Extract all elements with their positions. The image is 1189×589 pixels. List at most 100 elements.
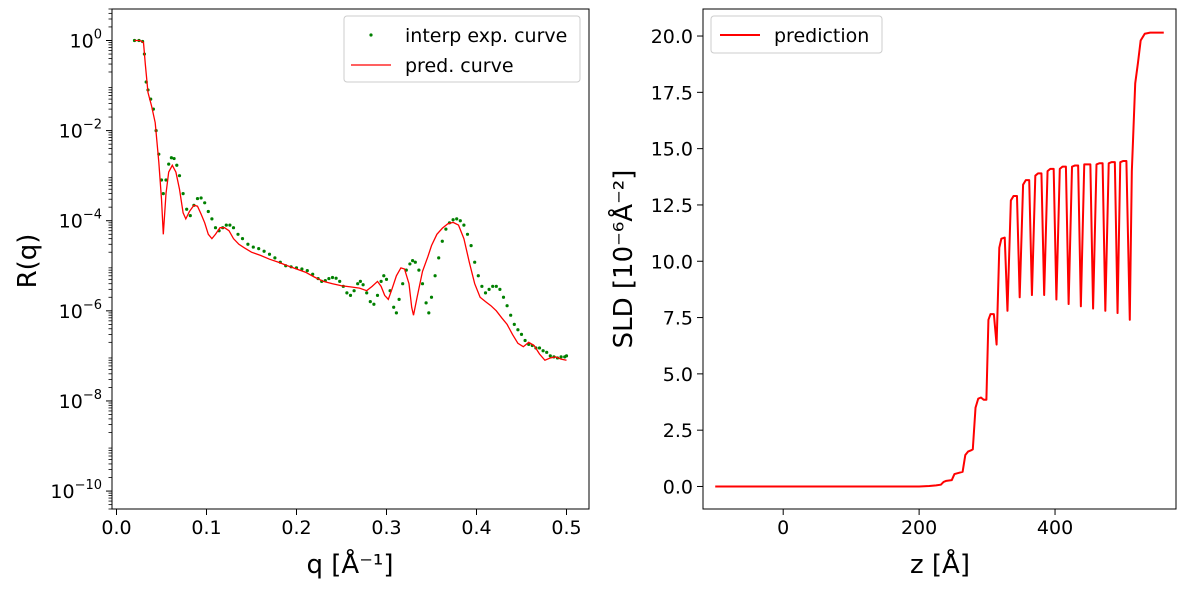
x-tick-label: 0.3 (371, 517, 401, 539)
y-tick-label: 10−4 (59, 208, 102, 233)
exp-point (483, 291, 488, 295)
exp-point (188, 213, 192, 218)
exp-point (231, 226, 236, 230)
y-tick-label: 10−8 (59, 388, 102, 413)
exp-point (372, 302, 376, 306)
legend: prediction (710, 15, 883, 54)
exp-point (330, 275, 335, 280)
x-tick-label: 200 (901, 517, 937, 539)
exp-point (498, 287, 502, 291)
exp-point (251, 245, 255, 249)
exp-point (262, 249, 266, 253)
exp-point (368, 300, 372, 304)
exp-point (257, 247, 261, 251)
exp-point (519, 332, 524, 336)
legend-label-prediction: prediction (774, 25, 869, 47)
y-tick-label: 10−10 (50, 478, 102, 503)
exp-point (465, 232, 470, 236)
exp-point (473, 260, 477, 264)
x-axis-ticks: 0 200 400 (777, 509, 1073, 539)
y-tick-label: 10−2 (59, 118, 102, 143)
x-tick-label: 0.2 (281, 517, 311, 539)
exp-point (384, 277, 389, 281)
y-tick-label: 20.0 (651, 26, 693, 48)
exp-point (397, 297, 401, 301)
y-tick-label: 0.0 (663, 476, 693, 498)
exp-point (394, 311, 398, 315)
exp-point (401, 282, 405, 286)
exp-point (161, 192, 165, 196)
exp-point (564, 354, 569, 358)
exp-point (246, 242, 250, 246)
exp-point (365, 291, 369, 295)
x-tick-label: 0.4 (461, 517, 491, 539)
exp-point (437, 256, 441, 260)
exp-point (300, 267, 304, 271)
plot-area (112, 9, 589, 509)
exp-point (451, 218, 455, 222)
plot-area (703, 9, 1176, 509)
x-tick-label: 0 (777, 517, 789, 539)
pred-curve-line (134, 39, 567, 362)
exp-point (228, 223, 232, 227)
exp-point (523, 338, 527, 343)
x-axis-label: z [Å] (910, 548, 970, 580)
y-axis-ticks: 0.0 2.5 5.0 7.5 10.0 12.5 15.0 17.5 20.0 (651, 26, 703, 498)
exp-point (379, 279, 383, 284)
exp-point (338, 279, 342, 284)
exp-point (491, 284, 495, 288)
exp-point (177, 174, 182, 178)
prediction-line (715, 31, 1164, 488)
exp-point (224, 223, 228, 227)
exp-point (429, 295, 434, 299)
exp-point (361, 283, 365, 287)
y-tick-label: 2.5 (663, 420, 693, 442)
exp-point (512, 322, 516, 326)
exp-point (462, 223, 466, 227)
exp-point (516, 328, 520, 332)
legend-box (710, 15, 883, 54)
y-tick-label: 5.0 (663, 364, 693, 386)
exp-point (537, 346, 542, 350)
exp-point (444, 227, 448, 231)
exp-point (427, 311, 431, 315)
exp-point (358, 279, 362, 284)
exp-point (375, 293, 380, 298)
exp-point (494, 284, 498, 288)
exp-point (206, 209, 210, 214)
y-tick-label: 17.5 (651, 82, 693, 104)
x-tick-label: 400 (1037, 517, 1073, 539)
exp-point (505, 304, 509, 308)
exp-point (164, 178, 168, 182)
plot-frame (702, 8, 1177, 510)
exp-point (559, 355, 563, 359)
exp-point (305, 269, 309, 273)
exp-point (199, 196, 203, 200)
exp-point (348, 293, 353, 298)
exp-point (509, 313, 513, 317)
exp-point (352, 289, 356, 293)
reflectivity-chart: 0.0 0.1 0.2 0.3 0.4 0.5 10010−210−410−610−810… (13, 8, 590, 580)
series-layer (132, 38, 569, 362)
exp-point (440, 239, 444, 243)
plot-frame (111, 8, 590, 510)
exp-point (420, 282, 425, 286)
exp-point (408, 262, 412, 266)
exp-point (167, 162, 171, 166)
exp-point (345, 291, 349, 295)
exp-point (382, 274, 386, 278)
exp-point (411, 259, 415, 263)
exp-point (181, 192, 185, 196)
exp-point (487, 287, 491, 291)
exp-point (433, 274, 437, 278)
x-tick-label: 0.0 (101, 517, 131, 539)
exp-point (172, 156, 176, 161)
exp-point (424, 301, 428, 305)
y-axis-ticks: 100 10−2 10−4 10−6 10−8 10−10 (50, 8, 112, 510)
legend-label-pred: pred. curve (405, 55, 514, 77)
exp-point (476, 274, 480, 278)
exp-point (541, 349, 545, 353)
exp-point (273, 256, 277, 260)
exp-point (548, 354, 552, 358)
exp-point (185, 207, 189, 211)
